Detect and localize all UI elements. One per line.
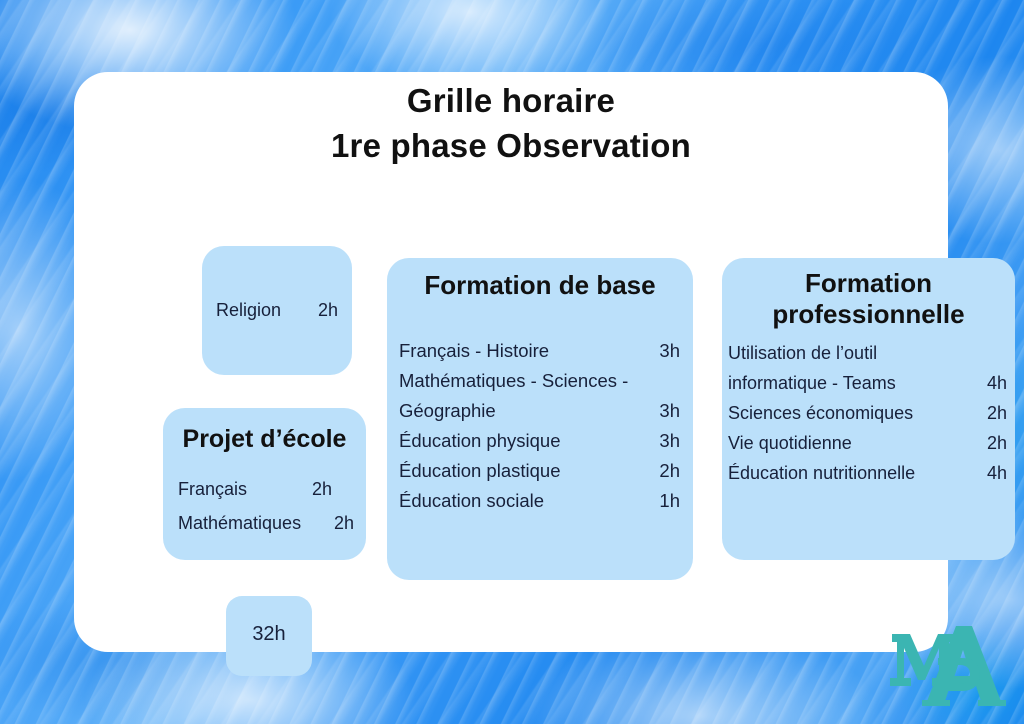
table-row: Français - Histoire 3h [399,336,680,366]
subject-label: Vie quotidienne [728,433,852,453]
subject-hours: 2h [333,513,354,533]
formation-professionnelle-heading-line-1: Formation [804,268,933,298]
religion-label: Religion [216,300,282,320]
subject-label-line-2: informatique - Teams [728,373,896,393]
formation-de-base-heading: Formation de base [424,270,656,300]
title-line-2: 1re phase Observation [330,127,691,164]
subject-label: Éducation sociale [399,490,545,511]
subject-hours: 2h [986,433,1007,453]
subject-label: Éducation physique [399,430,561,451]
formation-de-base-box: Formation de base Français - Histoire 3h… [387,258,693,580]
formation-professionnelle-heading-line-2: professionnelle [772,299,965,329]
table-row: Vie quotidienne 2h [728,428,1007,458]
subject-label: Éducation plastique [399,460,561,481]
table-row: Mathématiques - Sciences - Géographie 3h [399,366,680,426]
page-title: Grille horaire 1re phase Observation [74,78,948,169]
formation-de-base-rows: Français - Histoire 3h Mathématiques - S… [399,336,680,516]
table-row: Éducation physique 3h [399,426,680,456]
total-hours-value: 32h [252,623,286,645]
subject-hours: 4h [986,463,1007,483]
table-row: Éducation nutritionnelle 4h [728,458,1007,488]
subject-label-line-1: Mathématiques - Sciences - [399,370,629,391]
formation-professionnelle-box: Formation professionnelle Utilisation de… [722,258,1015,560]
subject-hours: 3h [659,400,680,421]
table-row: Éducation plastique 2h [399,456,680,486]
formation-professionnelle-rows: Utilisation de l’outil informatique - Te… [728,338,1007,488]
religion-row: Religion 2h [216,300,338,321]
mda-logo [886,618,1010,710]
total-hours-box: 32h [226,596,312,676]
subject-label: Français - Histoire [399,340,550,361]
table-row: Français 2h [178,472,354,506]
subject-hours: 3h [659,430,680,451]
subject-label-line-2: Géographie [399,400,496,421]
subject-label-line-2-row: Géographie 3h [399,396,680,426]
table-row: Mathématiques 2h [178,506,354,540]
projet-ecole-box: Projet d’école Français 2h Mathématiques… [163,408,366,560]
projet-ecole-heading: Projet d’école [182,425,347,453]
subject-label-line-1: Utilisation de l’outil [728,343,878,363]
subject-hours: 2h [986,403,1007,423]
subject-hours: 4h [986,373,1007,393]
projet-ecole-rows: Français 2h Mathématiques 2h [178,472,354,540]
religion-box: Religion 2h [202,246,352,375]
formation-professionnelle-heading: Formation professionnelle [722,268,1015,330]
white-content-card: Grille horaire 1re phase Observation Rel… [74,72,1015,706]
table-row: Utilisation de l’outil informatique - Te… [728,338,1007,398]
subject-label: Français [178,479,248,499]
subject-label: Mathématiques [178,513,302,533]
table-row: Sciences économiques 2h [728,398,1007,428]
mda-logo-icon [890,626,1006,706]
subject-label: Éducation nutritionnelle [728,463,916,483]
table-row: Éducation sociale 1h [399,486,680,516]
subject-hours: 2h [659,460,680,481]
subject-label-line-2-row: informatique - Teams 4h [728,368,1007,398]
subject-hours: 3h [659,340,680,361]
subject-label: Sciences économiques [728,403,914,423]
title-line-1: Grille horaire [406,82,616,119]
subject-hours: 1h [659,490,680,511]
religion-hours: 2h [317,300,338,320]
subject-hours: 2h [311,479,332,499]
